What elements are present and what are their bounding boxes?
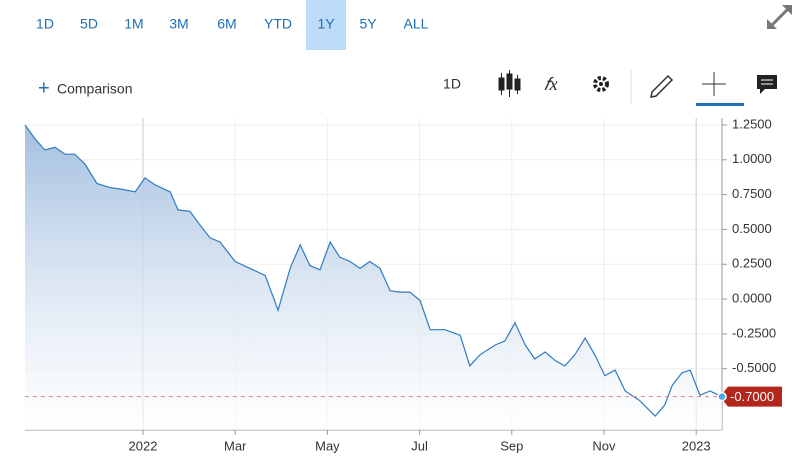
y-tick-label: 1.2500 <box>732 116 772 131</box>
y-tick-label: 0.2500 <box>732 256 772 271</box>
comparison-button[interactable]: Comparison <box>57 81 132 97</box>
range-button[interactable]: YTD <box>264 16 292 32</box>
candle-icon[interactable] <box>498 70 521 97</box>
y-tick-label: 0.0000 <box>732 291 772 306</box>
x-tick-label: May <box>315 438 340 453</box>
range-button[interactable]: 6M <box>217 16 236 32</box>
interval-button[interactable]: 1D <box>443 76 461 92</box>
x-tick-label: Nov <box>592 438 616 453</box>
y-tick-label: 1.0000 <box>732 151 772 166</box>
draw-icon[interactable] <box>650 74 674 98</box>
last-value-badge <box>720 386 782 407</box>
range-button[interactable]: 1Y <box>317 16 335 32</box>
range-button[interactable]: 1M <box>124 16 143 32</box>
last-value-dot <box>717 391 727 402</box>
x-tick-label: Jul <box>411 438 428 453</box>
range-button[interactable]: 3M <box>169 16 188 32</box>
settings-icon[interactable] <box>593 76 609 92</box>
y-tick-label: -0.2500 <box>732 325 776 340</box>
range-button[interactable]: 5Y <box>359 16 377 32</box>
x-tick-label: 2022 <box>129 438 158 453</box>
last-value-label: -0.7000 <box>730 389 774 404</box>
indicator-icon[interactable]: 𝑓x <box>544 74 558 94</box>
crosshair-icon[interactable] <box>702 72 726 96</box>
y-tick-label: -0.5000 <box>732 360 776 375</box>
range-button[interactable]: ALL <box>404 16 429 32</box>
x-tick-label: Sep <box>500 438 523 453</box>
range-button[interactable]: 1D <box>36 16 54 32</box>
x-tick-label: Mar <box>224 438 247 453</box>
area <box>25 125 722 430</box>
x-tick-label: 2023 <box>682 438 711 453</box>
price-line <box>24 124 723 417</box>
plus-icon[interactable]: + <box>38 77 50 99</box>
active-tool-indicator <box>696 103 744 106</box>
expand-icon[interactable] <box>767 5 792 29</box>
y-tick-label: 0.7500 <box>732 186 772 201</box>
range-button[interactable]: 5D <box>80 16 98 32</box>
comment-icon[interactable] <box>757 75 777 94</box>
y-tick-label: 0.5000 <box>732 221 772 236</box>
range-selected-bg <box>306 0 346 50</box>
